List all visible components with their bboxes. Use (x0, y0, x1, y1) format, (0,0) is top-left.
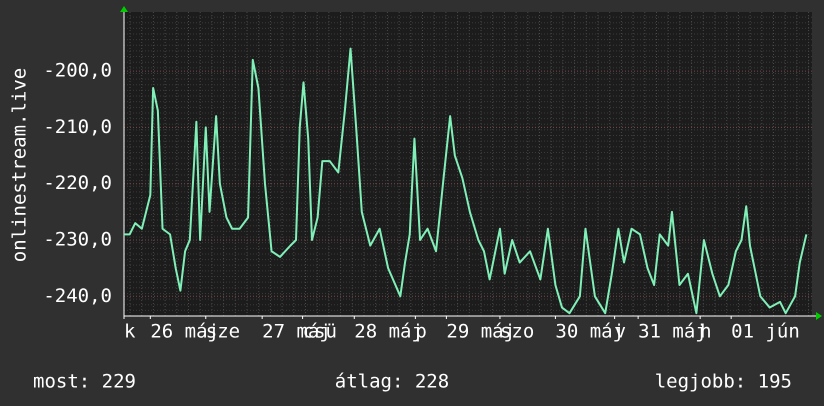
y-tick-label: -220,0 (43, 172, 112, 194)
y-tick-label: -210,0 (43, 116, 112, 138)
x-tick-label: h (700, 321, 711, 343)
x-tick-label: 26 máj (150, 321, 219, 343)
x-tick-label: 01 jún (731, 321, 800, 343)
series-line (124, 47, 808, 315)
grid (124, 12, 812, 316)
y-arrow (120, 6, 128, 12)
x-tick-label: 31 máj (638, 321, 707, 343)
stat: most: 229 (33, 371, 136, 393)
x-tick-label: 28 máj (354, 321, 423, 343)
x-tick-label: 27 máj (262, 321, 331, 343)
x-tick-label: v (615, 321, 626, 343)
x-tick-label: szo (500, 321, 534, 343)
x-tick-label: k (124, 321, 136, 343)
x-arrow (816, 312, 822, 320)
stat: átlag: 228 (335, 371, 449, 393)
y-axis-title: onlinestream.live (9, 68, 31, 262)
x-tick-label: p (415, 321, 426, 343)
stat: legjobb: 195 (655, 371, 792, 393)
x-tick-label: sze (206, 321, 240, 343)
y-tick-label: -240,0 (43, 285, 112, 307)
x-tick-label: 30 máj (555, 321, 624, 343)
x-tick-label: csü (303, 321, 337, 343)
y-tick-label: -230,0 (43, 229, 112, 251)
y-tick-label: -200,0 (43, 60, 112, 82)
plot-area (124, 12, 812, 316)
x-tick-label: 29 máj (446, 321, 515, 343)
